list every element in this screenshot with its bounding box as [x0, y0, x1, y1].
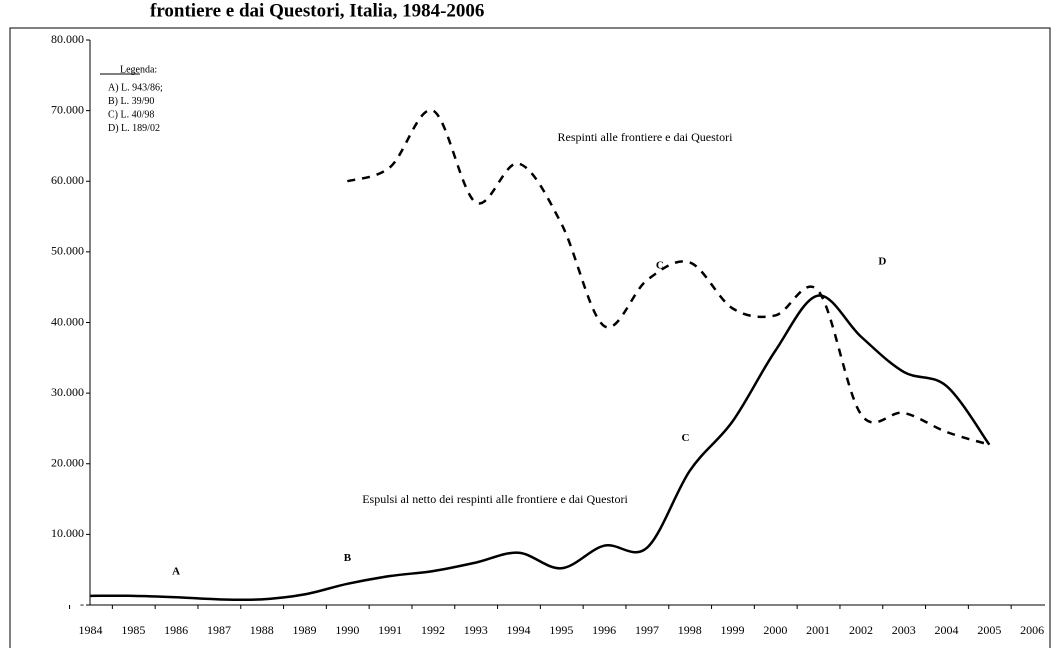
annotation: D	[878, 255, 886, 267]
legend-item: C) L. 40/98	[108, 109, 154, 120]
series-label: Respinti alle frontiere e dai Questori	[558, 130, 734, 144]
x-tick-label: 1986	[164, 623, 188, 637]
y-tick-label: -	[80, 597, 84, 611]
x-tick-label: 2000	[763, 623, 787, 637]
x-tick-label: 2004	[935, 623, 959, 637]
x-tick-label: 1991	[378, 623, 402, 637]
x-tick-label: 1994	[507, 623, 531, 637]
x-tick-label: 1992	[421, 623, 445, 637]
series-line	[346, 109, 990, 446]
legend-item: D) L. 189/02	[108, 123, 160, 134]
y-tick-label: 60.000	[51, 173, 84, 187]
x-tick-label: 1989	[293, 623, 317, 637]
x-tick-label: 1998	[678, 623, 702, 637]
series-line	[90, 294, 991, 602]
x-tick-label: 1988	[250, 623, 274, 637]
y-tick-label: 50.000	[51, 244, 84, 258]
series-label: Espulsi al netto dei respinti alle front…	[362, 492, 628, 506]
x-tick-label: 2001	[806, 623, 830, 637]
x-tick-label: 1993	[464, 623, 488, 637]
y-tick-label: 80.000	[51, 32, 84, 46]
legend-item: B) L. 39/90	[108, 96, 154, 107]
y-tick-label: 30.000	[51, 385, 84, 399]
x-tick-label: 1997	[635, 623, 659, 637]
chart-frame	[9, 27, 1051, 648]
legend-title: Legenda:	[120, 64, 157, 75]
x-tick-label: 1987	[207, 623, 231, 637]
x-tick-label: 2005	[977, 623, 1001, 637]
x-tick-label: 1990	[335, 623, 359, 637]
x-tick-label: 2003	[892, 623, 916, 637]
x-tick-label: 1985	[121, 623, 145, 637]
annotation: C	[656, 260, 664, 272]
x-tick-label: 2002	[849, 623, 873, 637]
y-tick-label: 20.000	[51, 456, 84, 470]
x-tick-label: 1995	[549, 623, 573, 637]
annotation: B	[344, 552, 352, 564]
legend-item: A) L. 943/86;	[108, 82, 163, 93]
y-tick-label: 70.000	[51, 102, 84, 116]
x-tick-label: 1984	[79, 623, 103, 637]
y-tick-label: 40.000	[51, 314, 84, 328]
x-tick-label: 1999	[721, 623, 745, 637]
annotation: A	[172, 565, 180, 577]
y-tick-label: 10.000	[51, 526, 84, 540]
x-tick-label: 2006	[1020, 623, 1044, 637]
chart-title: frontiere e dai Questori, Italia, 1984-2…	[150, 0, 484, 21]
x-tick-label: 1996	[592, 623, 616, 637]
annotation: C	[682, 432, 690, 444]
